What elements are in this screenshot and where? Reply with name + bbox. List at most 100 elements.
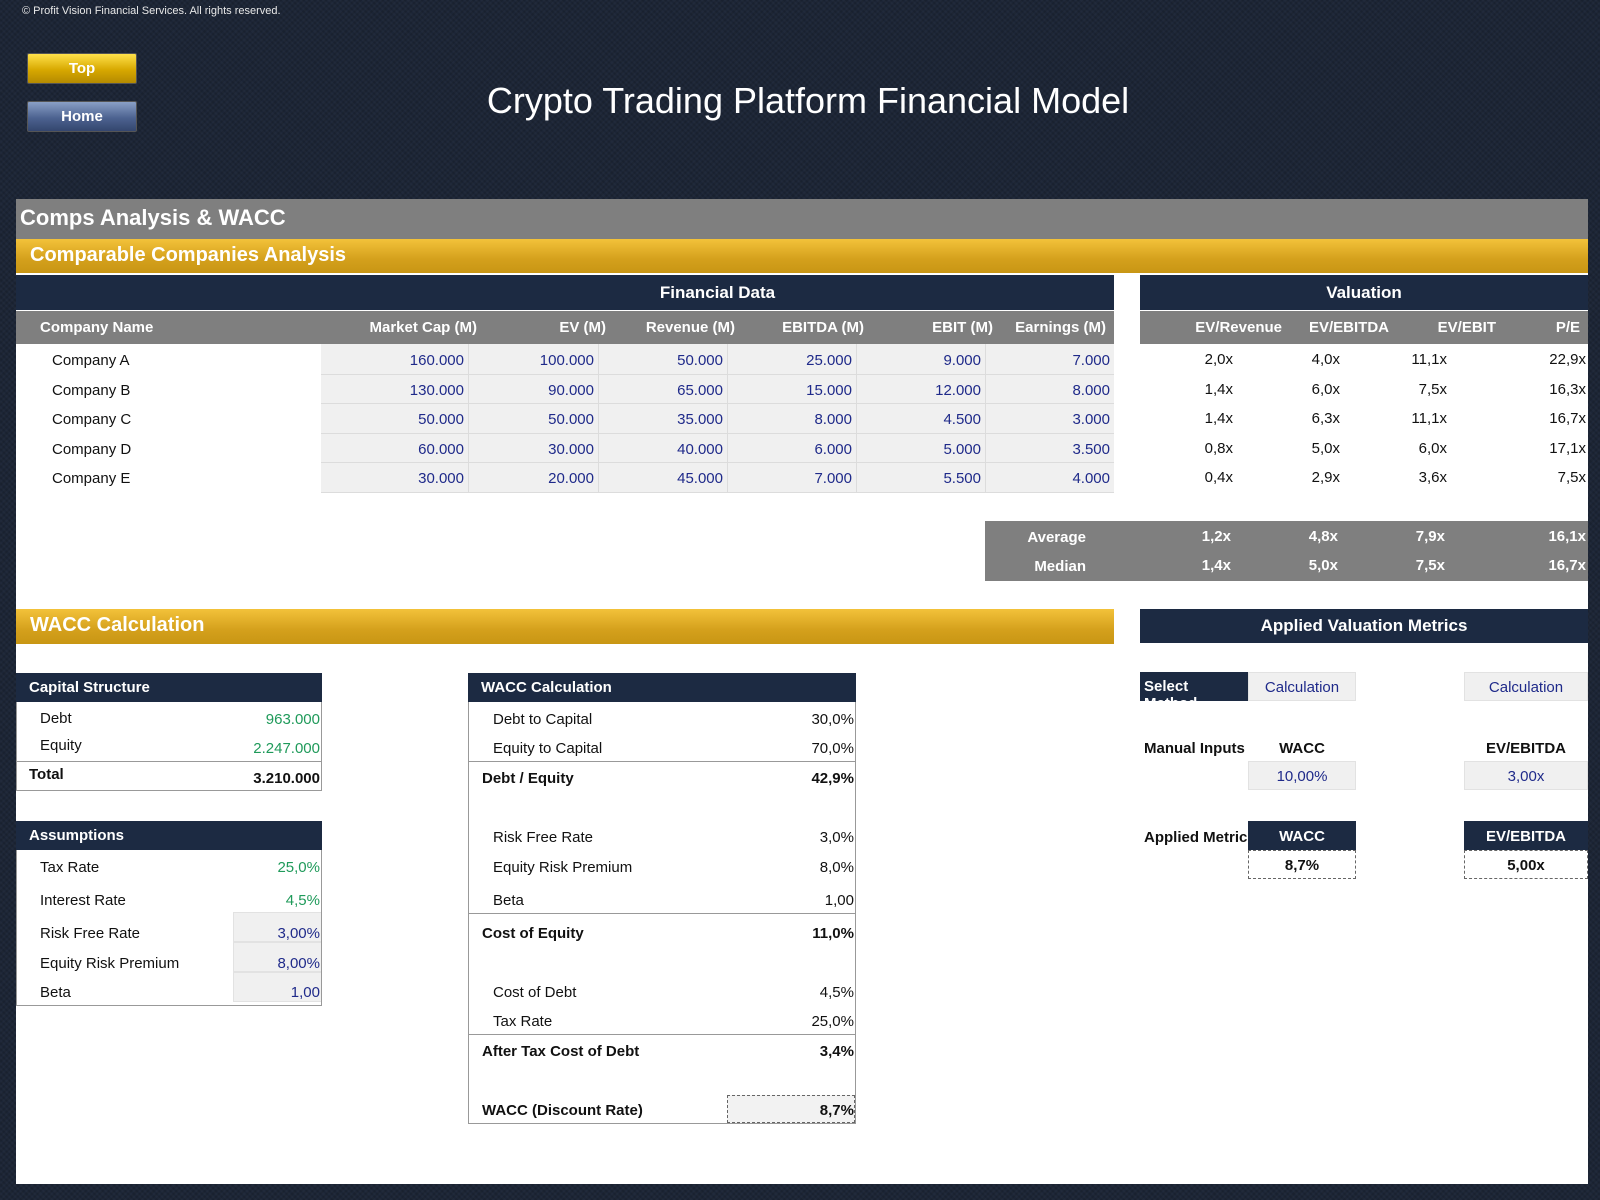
cell-earn-3[interactable]: 3.000 bbox=[1072, 411, 1110, 429]
wacc-discount-value: 8,7% bbox=[819, 1102, 854, 1119]
company-name-1: Company A bbox=[52, 352, 130, 369]
cell-rev-1[interactable]: 50.000 bbox=[677, 352, 723, 369]
col-ebitda: EBITDA (M) bbox=[782, 319, 864, 336]
wacc-rf-label: Risk Free Rate bbox=[493, 829, 594, 846]
section-title: Comps Analysis & WACC bbox=[16, 199, 1588, 239]
column-separator bbox=[856, 344, 857, 492]
wacc-method-select[interactable]: Calculation bbox=[1248, 672, 1356, 701]
erp-value[interactable]: 8,00% bbox=[277, 955, 320, 972]
median-ev-ebit: 7,5x bbox=[1415, 557, 1445, 574]
cell-earn-5[interactable]: 4.000 bbox=[1072, 470, 1110, 488]
cell-ebitda-2[interactable]: 15.000 bbox=[806, 381, 852, 399]
ebitda-method-select[interactable]: Calculation bbox=[1464, 672, 1588, 701]
average-pe: 16,1x bbox=[1548, 528, 1586, 545]
col-ev-revenue: EV/Revenue bbox=[1195, 319, 1282, 336]
cell-ev-3[interactable]: 50.000 bbox=[548, 411, 594, 429]
home-button[interactable]: Home bbox=[27, 101, 137, 132]
applied-metrics-header: Applied Valuation Metrics bbox=[1140, 609, 1588, 643]
cell-mcap-4[interactable]: 60.000 bbox=[418, 440, 464, 458]
applied-ebitda-header: EV/EBITDA bbox=[1464, 821, 1588, 850]
col-ev: EV (M) bbox=[559, 319, 606, 336]
erp-input-cell[interactable] bbox=[233, 942, 322, 972]
cost-of-equity-label: Cost of Equity bbox=[482, 925, 584, 942]
financial-data-header: Financial Data bbox=[321, 275, 1114, 310]
total-label: Total bbox=[29, 766, 64, 783]
cell-ev-4[interactable]: 30.000 bbox=[548, 440, 594, 458]
row-separator bbox=[321, 462, 1114, 464]
equity-to-capital-value: 70,0% bbox=[811, 740, 854, 757]
col-ebit: EBIT (M) bbox=[932, 319, 993, 336]
debt-label: Debt bbox=[40, 710, 72, 727]
cell-ebit-4[interactable]: 5.000 bbox=[943, 440, 981, 458]
risk-free-value[interactable]: 3,00% bbox=[277, 925, 320, 942]
cell-rev-3[interactable]: 35.000 bbox=[677, 411, 723, 429]
company-header-spacer bbox=[16, 275, 321, 310]
col-pe: P/E bbox=[1555, 319, 1580, 336]
cell-rev-4[interactable]: 40.000 bbox=[677, 440, 723, 458]
assumptions-header: Assumptions bbox=[16, 821, 322, 850]
assumptions-bottom-border bbox=[16, 1005, 322, 1006]
cost-of-debt-value: 4,5% bbox=[819, 984, 854, 1001]
wacc-rf-value: 3,0% bbox=[819, 829, 854, 846]
average-ev-ebitda: 4,8x bbox=[1308, 528, 1338, 545]
wacc-divider-2 bbox=[468, 913, 856, 914]
median-label: Median bbox=[1034, 558, 1086, 575]
risk-free-input-cell[interactable] bbox=[233, 912, 322, 942]
manual-inputs-label: Manual Inputs bbox=[1144, 740, 1245, 757]
cell-ev-rev-4: 0,8x bbox=[1204, 439, 1233, 457]
cell-earn-4[interactable]: 3.500 bbox=[1072, 440, 1110, 458]
cell-ev-2[interactable]: 90.000 bbox=[548, 381, 594, 399]
manual-wacc-header: WACC bbox=[1279, 740, 1325, 757]
cost-of-debt-label: Cost of Debt bbox=[493, 984, 577, 1001]
cell-ebit-5[interactable]: 5.500 bbox=[943, 470, 981, 488]
cell-pe-3: 16,7x bbox=[1549, 410, 1586, 428]
cell-ebitda-1[interactable]: 25.000 bbox=[806, 352, 852, 369]
cell-ev-ebitda-4: 5,0x bbox=[1311, 439, 1340, 457]
cell-ev-rev-1: 2,0x bbox=[1204, 351, 1233, 368]
cell-ebitda-4[interactable]: 6.000 bbox=[814, 440, 852, 458]
manual-wacc-input[interactable]: 10,00% bbox=[1248, 761, 1356, 790]
wacc-title-bar: WACC Calculation bbox=[16, 609, 1114, 644]
equity-label: Equity bbox=[40, 737, 82, 754]
page-title: Crypto Trading Platform Financial Model bbox=[486, 80, 1130, 121]
beta-value[interactable]: 1,00 bbox=[290, 984, 320, 1001]
capital-divider bbox=[16, 761, 322, 762]
cell-mcap-2[interactable]: 130.000 bbox=[409, 381, 464, 399]
cell-earn-1[interactable]: 7.000 bbox=[1072, 352, 1110, 369]
cell-ev-1[interactable]: 100.000 bbox=[539, 352, 594, 369]
cell-ev-5[interactable]: 20.000 bbox=[548, 470, 594, 488]
column-separator bbox=[985, 344, 986, 492]
cell-ev-rev-5: 0,4x bbox=[1204, 469, 1233, 487]
cell-ev-ebit-2: 7,5x bbox=[1418, 380, 1447, 398]
beta-input-cell[interactable] bbox=[233, 972, 322, 1002]
cell-mcap-5[interactable]: 30.000 bbox=[418, 470, 464, 488]
manual-ebitda-input[interactable]: 3,00x bbox=[1464, 761, 1588, 790]
cell-rev-2[interactable]: 65.000 bbox=[677, 381, 723, 399]
top-button[interactable]: Top bbox=[27, 53, 137, 84]
cell-ebit-1[interactable]: 9.000 bbox=[943, 352, 981, 369]
cell-mcap-3[interactable]: 50.000 bbox=[418, 411, 464, 429]
valuation-header: Valuation bbox=[1140, 275, 1588, 310]
cell-ebit-2[interactable]: 12.000 bbox=[935, 381, 981, 399]
cell-earn-2[interactable]: 8.000 bbox=[1072, 381, 1110, 399]
median-pe: 16,7x bbox=[1548, 557, 1586, 574]
cell-ebitda-3[interactable]: 8.000 bbox=[814, 411, 852, 429]
copyright-text: © Profit Vision Financial Services. All … bbox=[22, 5, 281, 17]
cell-ev-ebit-5: 3,6x bbox=[1418, 469, 1447, 487]
applied-metrics-label: Applied Metrics bbox=[1144, 829, 1256, 846]
cell-rev-5[interactable]: 45.000 bbox=[677, 470, 723, 488]
cell-ebit-3[interactable]: 4.500 bbox=[943, 411, 981, 429]
col-ev-ebitda: EV/EBITDA bbox=[1308, 319, 1389, 336]
financial-column-headers: Company Name Market Cap (M) EV (M) Reven… bbox=[16, 311, 1114, 344]
after-tax-cod-label: After Tax Cost of Debt bbox=[482, 1043, 640, 1060]
cell-ebitda-5[interactable]: 7.000 bbox=[814, 470, 852, 488]
assumptions-right-border bbox=[321, 850, 322, 1005]
company-name-4: Company D bbox=[52, 440, 132, 458]
equity-value: 2.247.000 bbox=[253, 740, 320, 757]
cost-of-equity-value: 11,0% bbox=[812, 925, 854, 942]
applied-ebitda-value: 5,00x bbox=[1464, 850, 1588, 879]
cell-mcap-1[interactable]: 160.000 bbox=[409, 352, 464, 369]
col-market-cap: Market Cap (M) bbox=[369, 319, 477, 336]
cell-ev-ebitda-1: 4,0x bbox=[1311, 351, 1340, 368]
comps-title-bar: Comparable Companies Analysis bbox=[16, 239, 1588, 273]
